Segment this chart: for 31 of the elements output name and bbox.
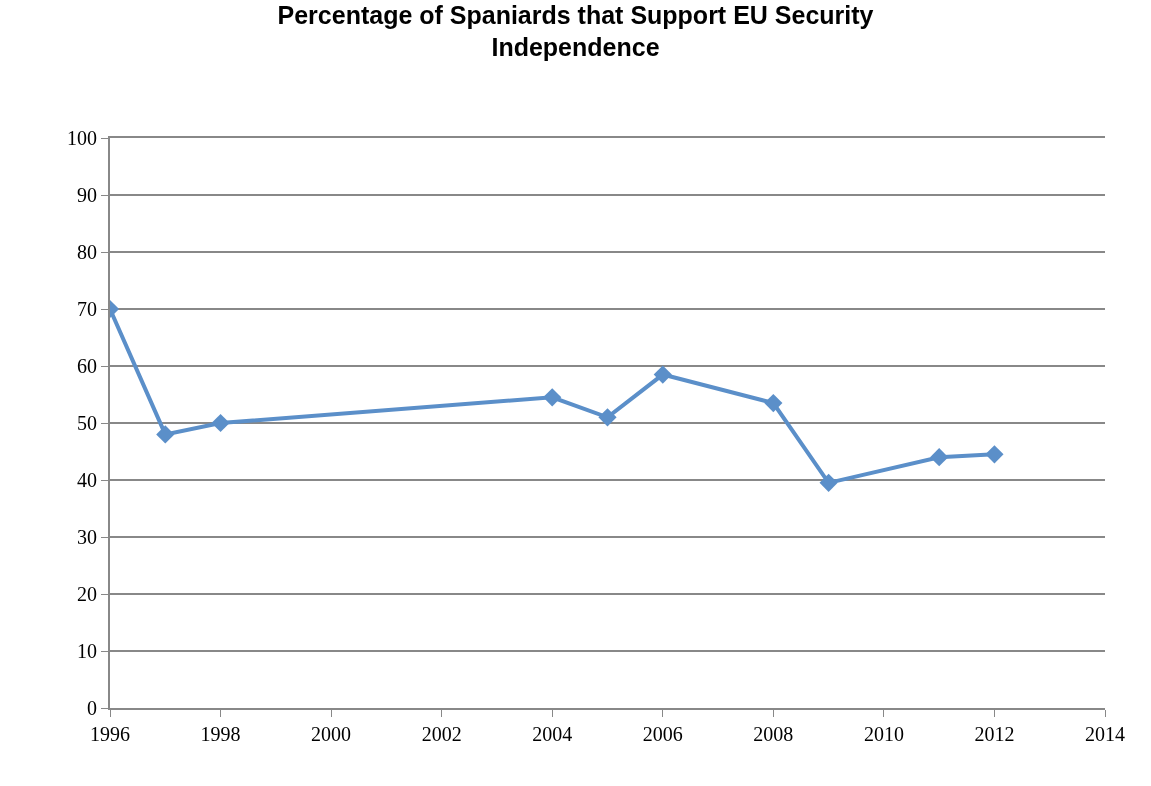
- y-tick-label: 100: [67, 127, 97, 149]
- x-tick-label: 2000: [311, 723, 352, 745]
- y-tick-label: 20: [77, 583, 97, 605]
- point: [930, 448, 949, 467]
- x-tick-label: 1998: [200, 723, 241, 745]
- point: [598, 408, 617, 427]
- x-tick-label: 2014: [1085, 723, 1125, 745]
- x-tick-label: 2010: [863, 723, 904, 745]
- point: [156, 425, 175, 444]
- point: [764, 393, 783, 413]
- y-tick-label: 60: [77, 355, 97, 377]
- x-tick-label: 1996: [90, 723, 130, 745]
- point: [985, 445, 1004, 464]
- x-tick-label: 2002: [421, 723, 462, 745]
- y-tick-label: 10: [77, 640, 97, 662]
- y-tick-label: 40: [77, 469, 97, 491]
- y-tick-label: 50: [77, 412, 97, 434]
- point: [211, 413, 230, 433]
- chart-title: Percentage of Spaniards that Support EU Security Independence: [277, 0, 874, 62]
- x-tick-label: 2004: [532, 723, 573, 745]
- x-tick-label: 2006: [642, 723, 683, 745]
- point: [819, 473, 838, 492]
- x-tick-label: 2012: [974, 723, 1015, 745]
- y-tick-label: 90: [77, 184, 97, 206]
- x-tick-label: 2008: [753, 723, 794, 745]
- y-tick-label: 0: [87, 697, 97, 719]
- y-tick-label: 30: [77, 526, 97, 548]
- point: [653, 365, 672, 384]
- y-tick-label: 80: [77, 241, 97, 263]
- y-tick-label: 70: [77, 298, 97, 320]
- point: [543, 388, 562, 407]
